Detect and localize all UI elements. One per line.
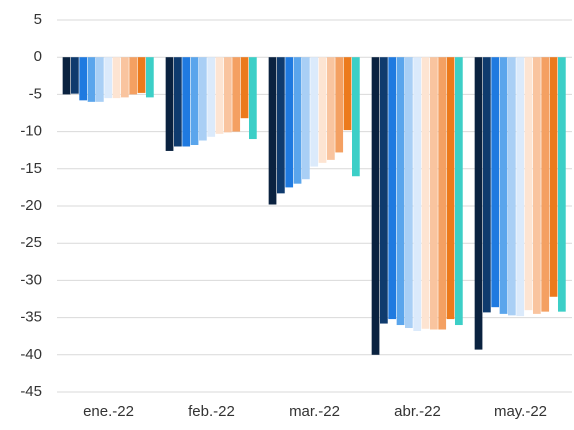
bar <box>446 57 455 320</box>
bar <box>301 57 310 180</box>
y-tick-label: 5 <box>34 11 42 28</box>
bar <box>249 57 257 140</box>
bar <box>62 57 71 95</box>
bar <box>198 57 207 141</box>
bar <box>327 57 335 160</box>
bar <box>165 57 174 151</box>
bar <box>396 57 405 326</box>
bar <box>318 57 327 163</box>
bar <box>335 57 344 153</box>
bar <box>352 57 360 177</box>
bar <box>474 57 483 350</box>
bar <box>549 57 558 297</box>
bar <box>224 57 232 133</box>
bar <box>173 57 182 147</box>
y-tick-label: -5 <box>29 85 42 102</box>
y-tick-label: -25 <box>20 234 42 251</box>
bar <box>404 57 413 329</box>
y-tick-label: -45 <box>20 383 42 400</box>
x-tick-label: abr.-22 <box>394 403 441 420</box>
bar <box>558 57 566 312</box>
x-tick-label: mar.-22 <box>289 403 340 420</box>
y-tick-label: 0 <box>34 48 42 65</box>
x-tick-label: ene.-22 <box>83 403 134 420</box>
bar <box>182 57 191 147</box>
bar <box>413 57 422 331</box>
bar <box>310 57 319 167</box>
bar <box>95 57 104 102</box>
bar <box>129 57 138 95</box>
bar <box>524 57 533 311</box>
bar <box>516 57 525 317</box>
bar <box>379 57 388 324</box>
bar <box>276 57 285 194</box>
y-tick-label: -30 <box>20 271 42 288</box>
y-tick-label: -35 <box>20 309 42 326</box>
bar <box>438 57 447 330</box>
bar <box>421 57 430 329</box>
bar <box>79 57 88 101</box>
y-tick-label: -40 <box>20 346 42 363</box>
x-tick-label: feb.-22 <box>188 403 235 420</box>
x-tick-label: may.-22 <box>494 403 547 420</box>
bar <box>70 57 79 94</box>
bar <box>112 57 121 99</box>
y-tick-label: -10 <box>20 123 42 140</box>
bar <box>87 57 96 102</box>
y-tick-label: -20 <box>20 197 42 214</box>
bar <box>268 57 277 205</box>
bar <box>371 57 380 355</box>
bar <box>190 57 199 145</box>
bar <box>232 57 241 132</box>
y-tick-label: -15 <box>20 160 42 177</box>
bar <box>293 57 302 184</box>
bar <box>455 57 463 326</box>
bar <box>104 57 113 99</box>
bar <box>499 57 508 314</box>
bar <box>541 57 550 312</box>
bar <box>388 57 397 320</box>
bar <box>121 57 129 98</box>
bar <box>430 57 438 330</box>
bar <box>285 57 294 188</box>
bar <box>533 57 541 314</box>
bar <box>207 57 216 137</box>
bar <box>240 57 249 119</box>
bar <box>215 57 224 134</box>
bar <box>146 57 154 98</box>
bar <box>343 57 352 131</box>
bar <box>137 57 146 93</box>
bar <box>482 57 491 313</box>
bar <box>491 57 500 308</box>
bar <box>507 57 516 316</box>
